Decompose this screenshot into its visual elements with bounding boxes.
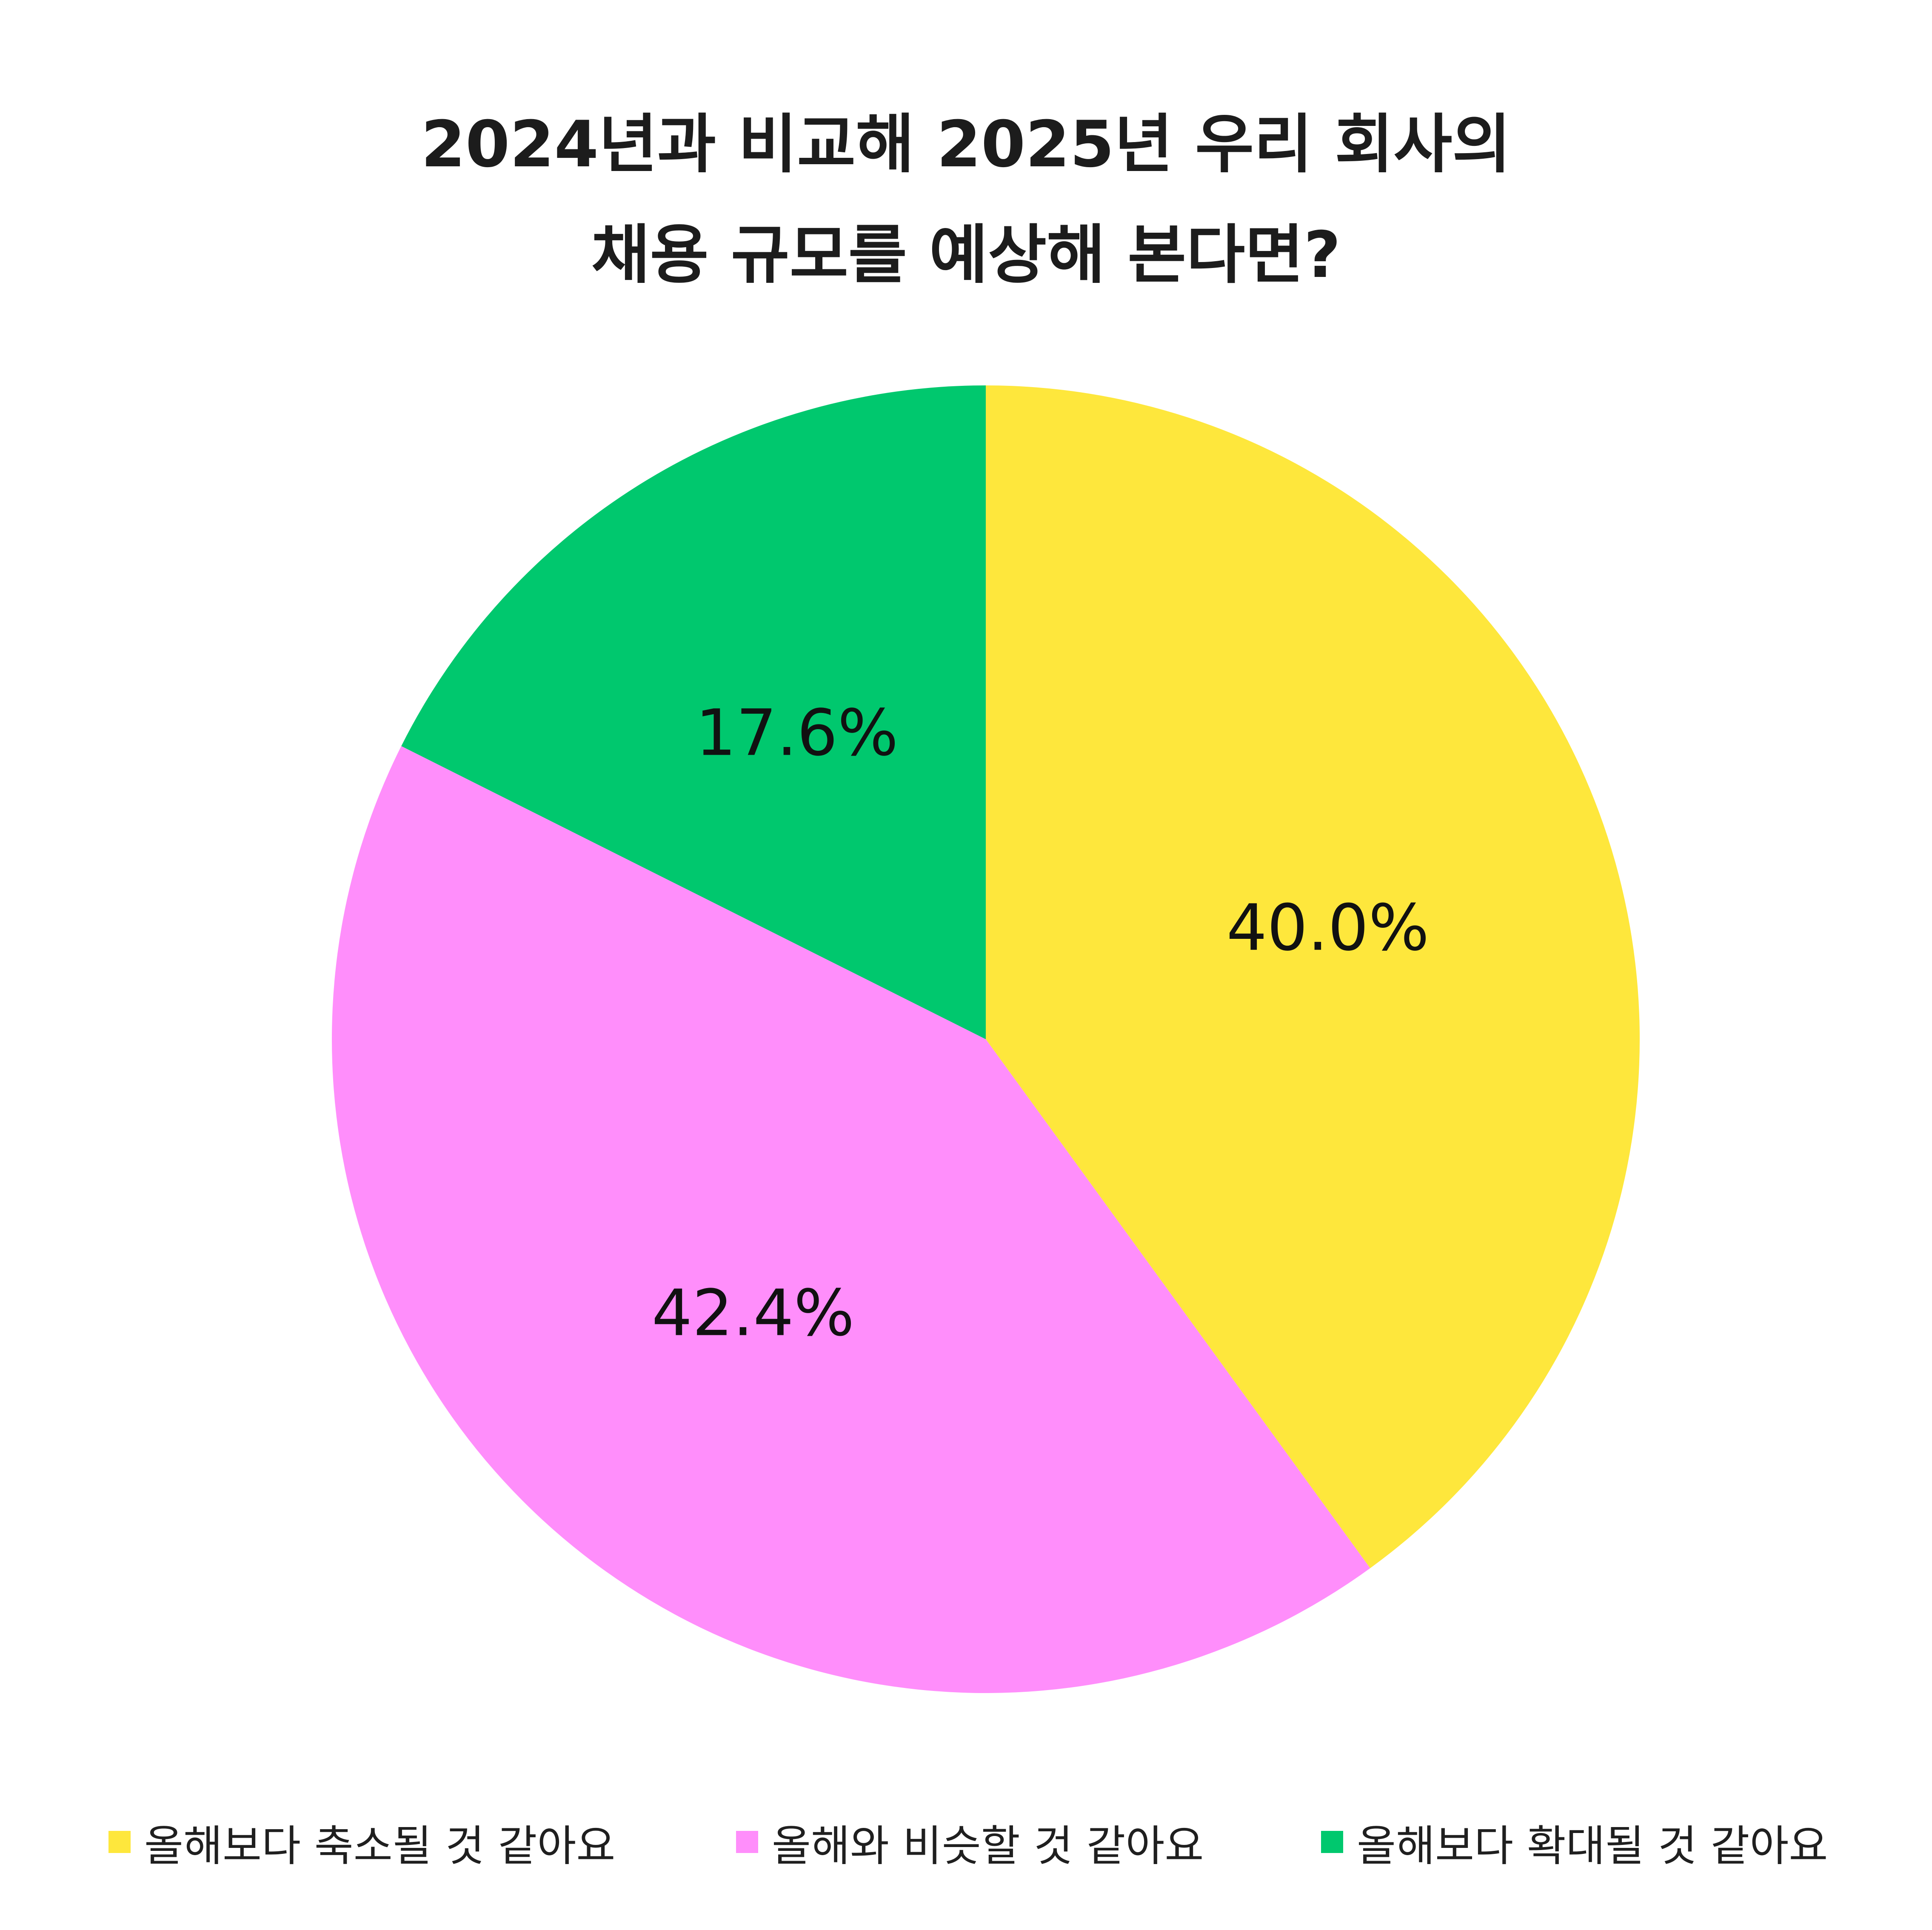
legend-swatch-expand	[1321, 1831, 1343, 1853]
legend-item-shrink: 올해보다 축소될 것 같아요	[108, 1810, 615, 1874]
pie-slice-label-similar: 42.4%	[652, 1277, 855, 1351]
chart-legend: 올해보다 축소될 것 같아요 올해와 비슷할 것 같아요 올해보다 확대될 것 …	[0, 1810, 1932, 1874]
legend-swatch-shrink	[108, 1831, 131, 1853]
pie-slice-similar	[331, 746, 1370, 1693]
pie-slice-expand	[401, 385, 986, 1039]
legend-item-expand: 올해보다 확대될 것 같아요	[1321, 1810, 1828, 1874]
legend-label-similar: 올해와 비슷할 것 같아요	[772, 1821, 1204, 1871]
legend-label-expand: 올해보다 확대될 것 같아요	[1357, 1821, 1828, 1871]
chart-title-line-2: 채용 규모를 예상해 본다면?	[591, 218, 1341, 292]
chart-title-line-1: 2024년과 비교해 2025년 우리 회사의	[421, 108, 1511, 182]
legend-item-similar: 올해와 비슷할 것 같아요	[736, 1810, 1204, 1874]
pie-slice-label-shrink: 40.0%	[1227, 891, 1430, 965]
pie-slice-shrink	[986, 385, 1640, 1568]
pie-slices	[331, 385, 1640, 1693]
pie-slice-label-expand: 17.6%	[696, 696, 899, 770]
chart-title: 2024년과 비교해 2025년 우리 회사의 채용 규모를 예상해 본다면?	[0, 89, 1932, 311]
legend-label-shrink: 올해보다 축소될 것 같아요	[144, 1821, 616, 1871]
legend-swatch-similar	[736, 1831, 758, 1853]
pie-slice-labels: 40.0% 42.4% 17.6%	[652, 696, 1429, 1351]
